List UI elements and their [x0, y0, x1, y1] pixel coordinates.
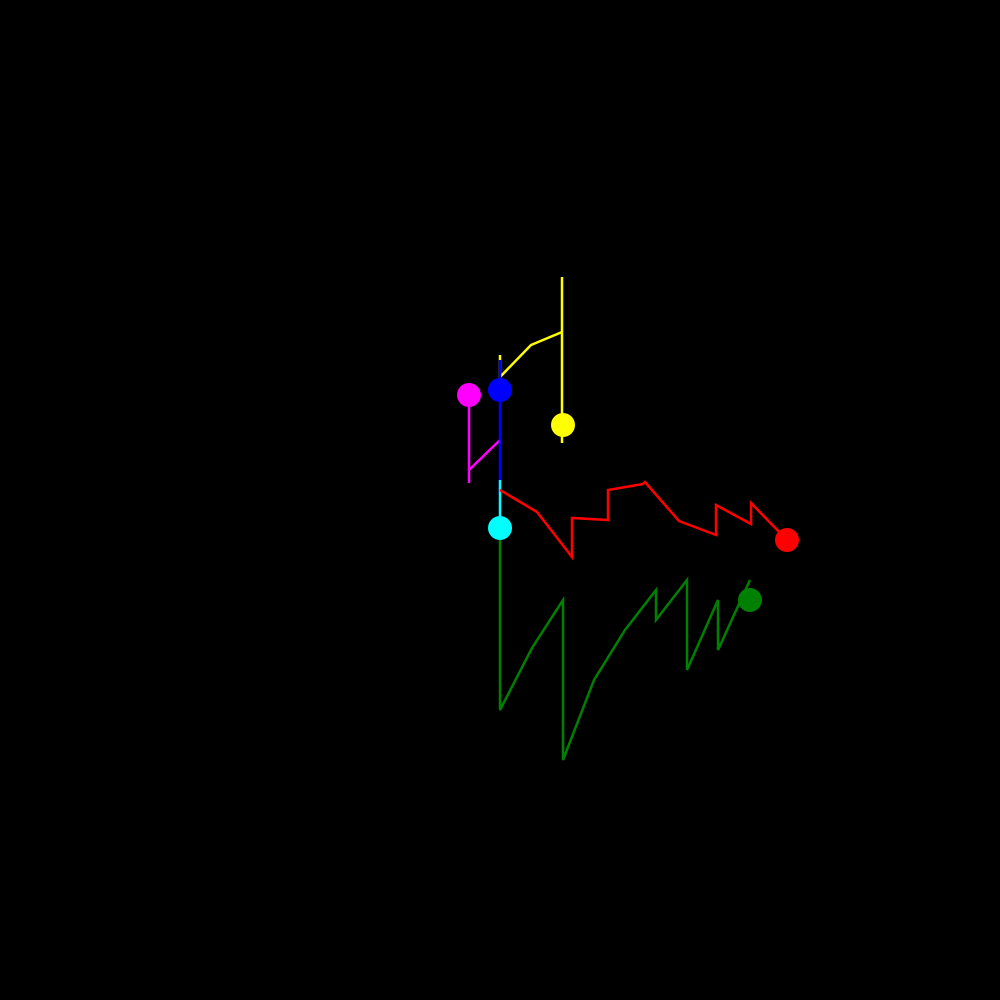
red-trace-line [499, 480, 788, 561]
magenta-trace-line [467, 395, 501, 483]
yellow-marker [551, 413, 575, 437]
magenta-marker [457, 383, 481, 407]
green-marker [738, 588, 762, 612]
blue-marker [488, 378, 512, 402]
green-trace-line [498, 540, 752, 761]
cyan-marker [488, 516, 512, 540]
trace-markers [457, 378, 799, 612]
red-marker [775, 528, 799, 552]
